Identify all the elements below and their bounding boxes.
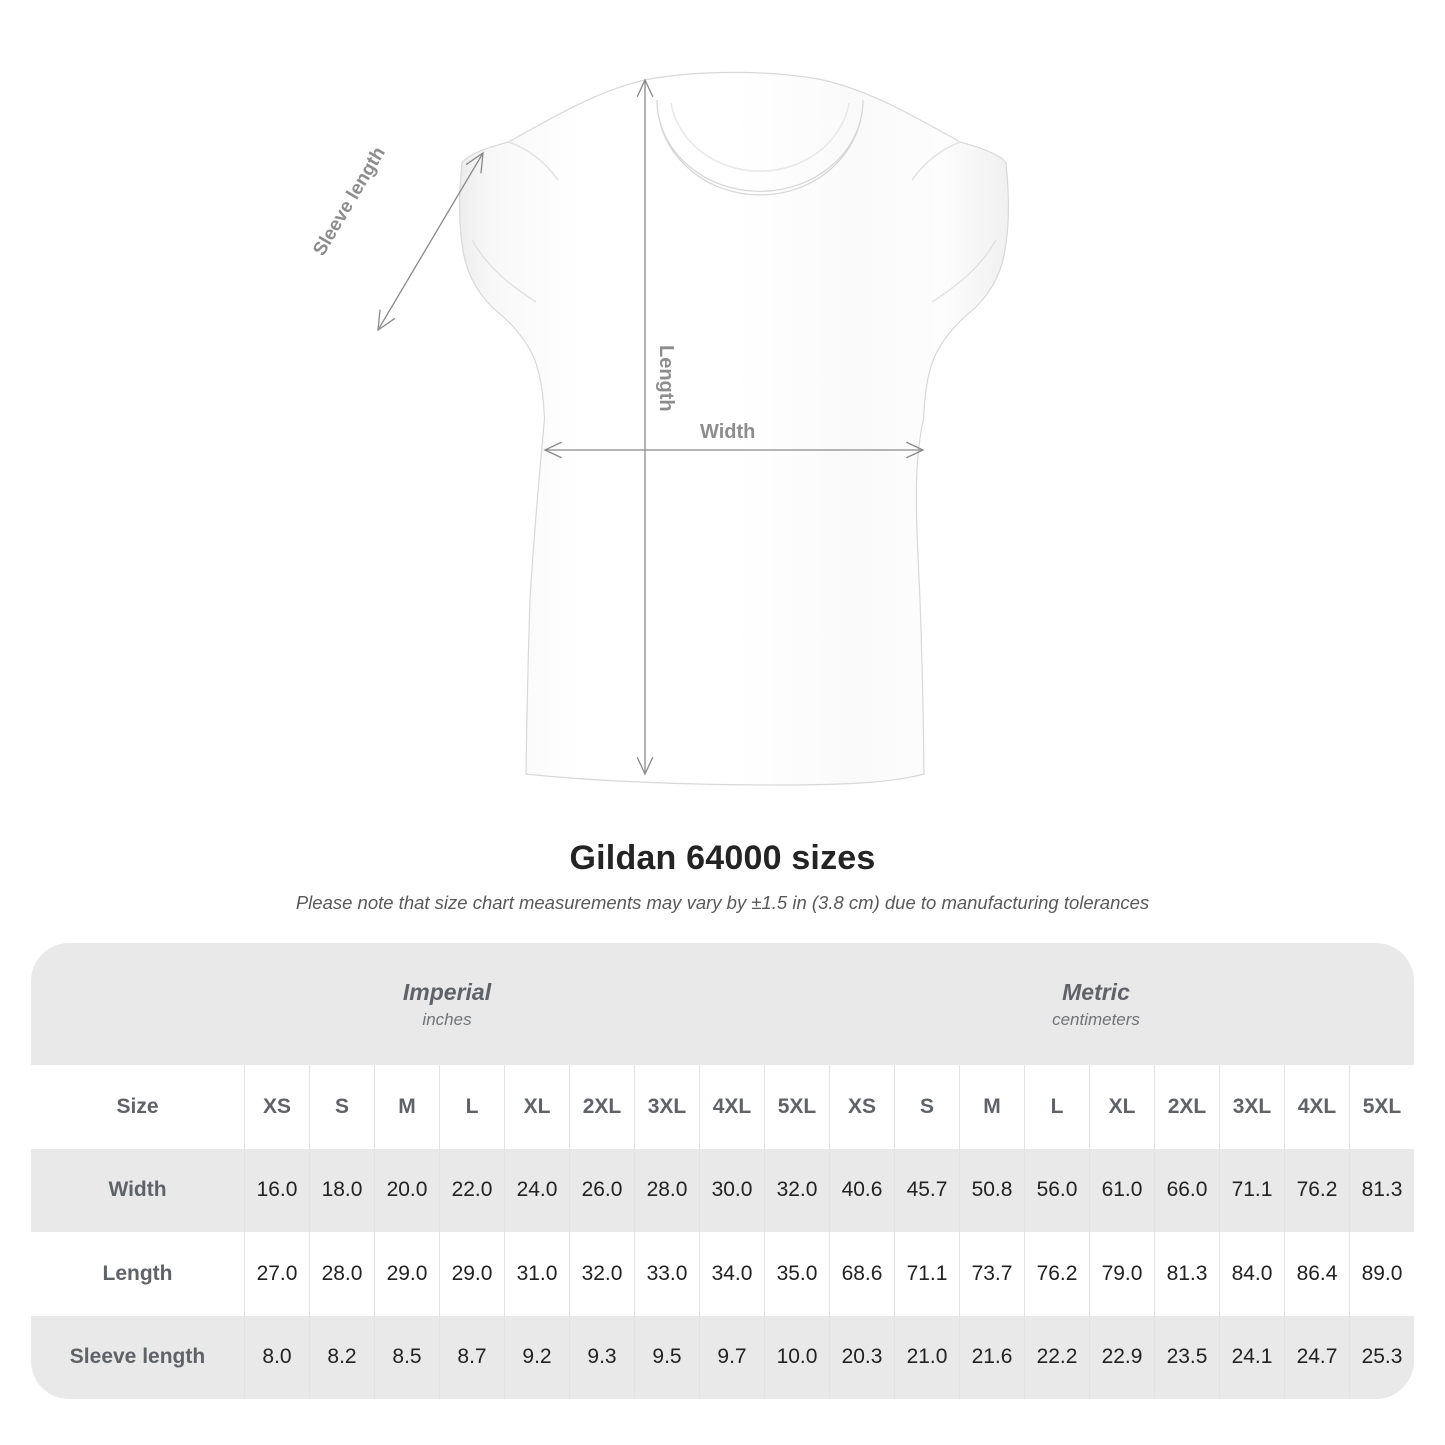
- svg-text:Width: Width: [700, 421, 755, 443]
- svg-text:Length: Length: [655, 345, 677, 412]
- svg-text:Sleeve length: Sleeve length: [309, 143, 390, 259]
